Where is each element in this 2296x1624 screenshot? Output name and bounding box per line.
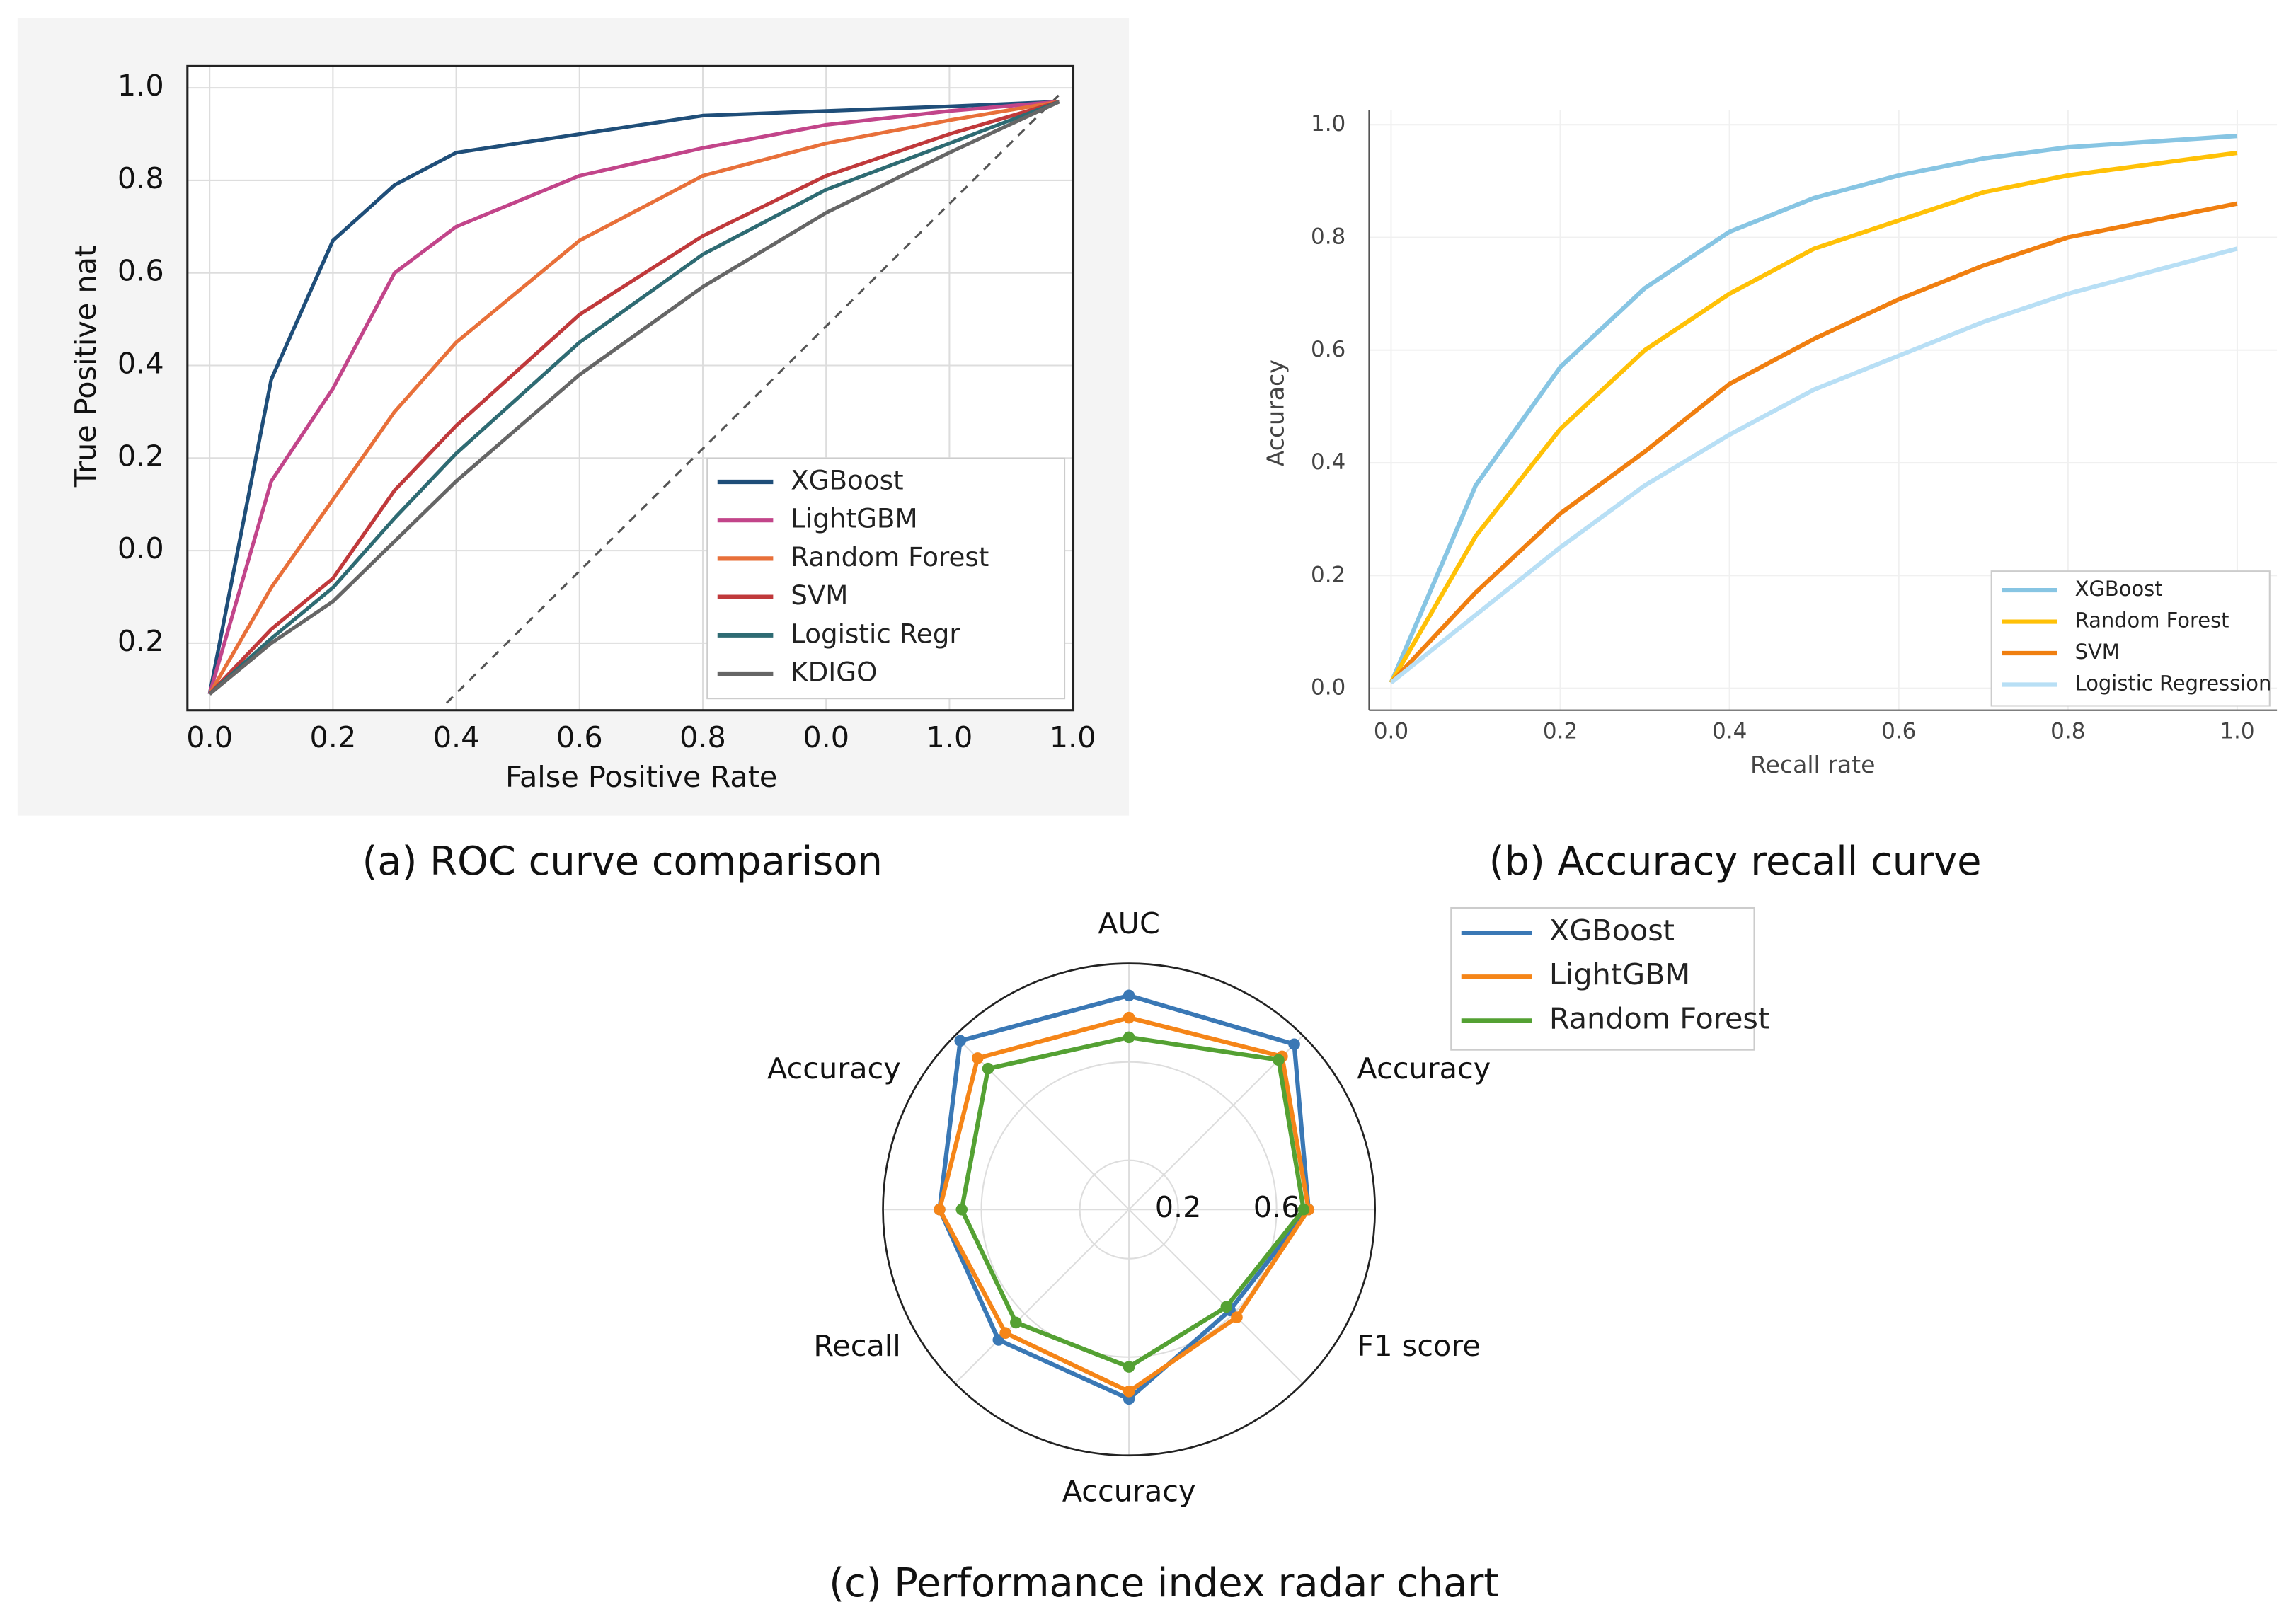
category-label: Accuracy [767, 1052, 901, 1085]
radial-tick-label: 0.6 [1253, 1190, 1300, 1224]
series-point [1220, 1301, 1233, 1313]
spoke [954, 1209, 1130, 1384]
plot-frame [186, 64, 1075, 712]
y-axis-label: Accuracy [1262, 359, 1290, 466]
y-tick-label: 0.8 [117, 161, 164, 195]
y-tick-label: 0.4 [117, 347, 164, 381]
series-point [1273, 1054, 1285, 1066]
outer-circle [882, 962, 1377, 1457]
x-tick-label: 0.6 [1881, 719, 1916, 744]
y-tick-label: 0.6 [117, 254, 164, 288]
series-point [982, 1062, 994, 1075]
y-tick-label: 0.6 [1311, 337, 1345, 362]
series-line [1389, 246, 2238, 685]
series-line [207, 100, 1060, 695]
series-point [934, 1203, 946, 1216]
legend-label: XGBoost [2075, 577, 2163, 601]
legend-label: Random Forest [791, 541, 989, 572]
legend-label: SVM [2075, 640, 2120, 664]
legend-label: SVM [791, 580, 848, 611]
x-tick-label: 1.0 [1050, 720, 1096, 754]
series-point [1123, 1031, 1135, 1044]
spoke [1128, 1035, 1304, 1210]
y-tick-label: 0.2 [117, 624, 164, 658]
legend-label: XGBoost [791, 464, 903, 495]
series-line [208, 100, 1060, 696]
legend-label: Logistic Regression [2075, 672, 2272, 696]
y-tick-label: 0.8 [1311, 224, 1345, 249]
series-line [208, 100, 1060, 696]
y-tick-label: 1.0 [1311, 111, 1345, 137]
caption: (a) ROC curve comparison [362, 839, 883, 885]
legend-label: XGBoost [1549, 914, 1675, 948]
series-point [954, 1035, 966, 1047]
series-line [207, 100, 1060, 696]
y-axis-label: True Positive nat [69, 246, 103, 488]
y-tick-label: 0.0 [117, 531, 164, 565]
x-tick-label: 0.0 [186, 720, 233, 754]
x-tick-label: 0.2 [309, 720, 356, 754]
series-point [1123, 1011, 1135, 1024]
series-point [1010, 1316, 1022, 1329]
category-label: AUC [1098, 906, 1159, 940]
series-point [972, 1052, 984, 1064]
series-line [1389, 150, 2238, 684]
y-tick-label: 1.0 [117, 69, 164, 103]
caption: (b) Accuracy recall curve [1489, 839, 1982, 885]
series-point [1123, 1386, 1135, 1398]
series-point [1231, 1311, 1243, 1323]
x-tick-label: 0.2 [1543, 719, 1578, 744]
category-label: Accuracy [1062, 1475, 1196, 1509]
y-tick-label: 0.4 [1311, 449, 1345, 475]
legend-label: Random Forest [2075, 609, 2229, 633]
series-point [1288, 1038, 1300, 1050]
legend-label: LightGBM [1549, 957, 1690, 991]
x-tick-label: 1.0 [926, 720, 973, 754]
series-point [999, 1327, 1011, 1339]
x-tick-label: 0.8 [2050, 719, 2085, 744]
legend-label: LightGBM [791, 503, 917, 534]
x-tick-label: 0.6 [556, 720, 603, 754]
x-tick-label: 0.8 [679, 720, 726, 754]
x-tick-label: 0.4 [433, 720, 480, 754]
spoke [1128, 1209, 1304, 1384]
x-axis-label: False Positive Rate [505, 760, 777, 794]
series-point [1123, 989, 1135, 1002]
series-line [1389, 134, 2238, 684]
series-line [208, 100, 1060, 696]
category-label: Accuracy [1357, 1052, 1491, 1085]
legend-box [706, 457, 1066, 700]
y-tick-label: 0.2 [117, 439, 164, 473]
legend-label: KDIGO [791, 656, 877, 687]
legend-label: Random Forest [1549, 1001, 1769, 1035]
series-point [1297, 1203, 1310, 1216]
y-tick-label: 0.2 [1311, 562, 1345, 587]
x-axis-label: Recall rate [1750, 751, 1875, 778]
x-tick-label: 0.0 [1374, 719, 1408, 744]
x-tick-label: 0.0 [803, 720, 849, 754]
series-line [1389, 201, 2238, 684]
x-tick-label: 1.0 [2220, 719, 2254, 744]
series-line [207, 100, 1060, 695]
y-tick-label: 0.0 [1311, 675, 1345, 701]
x-tick-label: 0.4 [1712, 719, 1747, 744]
series-point [1123, 1361, 1135, 1373]
series-point [955, 1203, 968, 1216]
legend-label: Logistic Regr [791, 618, 960, 649]
caption: (c) Performance index radar chart [829, 1560, 1499, 1606]
category-label: F1 score [1357, 1329, 1480, 1363]
category-label: Recall [813, 1329, 900, 1363]
radial-tick-label: 0.2 [1155, 1190, 1202, 1224]
